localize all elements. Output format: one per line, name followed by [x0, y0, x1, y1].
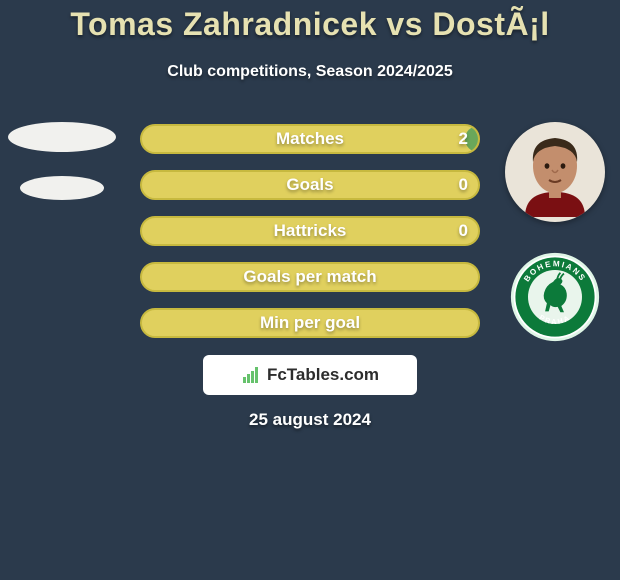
blank-avatar [8, 122, 116, 152]
left-avatars [8, 122, 116, 200]
infographic-canvas: Tomas Zahradnicek vs DostÃ¡l Club compet… [0, 0, 620, 580]
stat-row: Matches2 [140, 124, 480, 154]
brand-text: FcTables.com [267, 365, 379, 385]
stat-row: Hattricks0 [140, 216, 480, 246]
face-icon [505, 122, 605, 222]
stat-row: Min per goal [140, 308, 480, 338]
chart-icon [241, 365, 261, 385]
blank-avatar [20, 176, 104, 200]
brand-badge: FcTables.com [203, 355, 417, 395]
stat-value-right: 0 [459, 218, 468, 244]
stat-label: Matches [142, 126, 478, 152]
club-badge-icon: BOHEMIANS PRAHA [510, 252, 600, 342]
stat-value-right: 2 [459, 126, 468, 152]
stat-label: Min per goal [142, 310, 478, 336]
stat-row: Goals0 [140, 170, 480, 200]
date: 25 august 2024 [0, 410, 620, 430]
player-face [505, 122, 605, 222]
title: Tomas Zahradnicek vs DostÃ¡l [0, 0, 620, 43]
stat-row: Goals per match [140, 262, 480, 292]
stat-label: Goals [142, 172, 478, 198]
right-side: BOHEMIANS PRAHA [505, 122, 605, 342]
stat-value-right: 0 [459, 172, 468, 198]
club-badge: BOHEMIANS PRAHA [510, 252, 600, 342]
stats-block: Matches2Goals0Hattricks0Goals per matchM… [140, 124, 480, 338]
stat-label: Hattricks [142, 218, 478, 244]
subtitle: Club competitions, Season 2024/2025 [0, 63, 620, 81]
stat-label: Goals per match [142, 264, 478, 290]
